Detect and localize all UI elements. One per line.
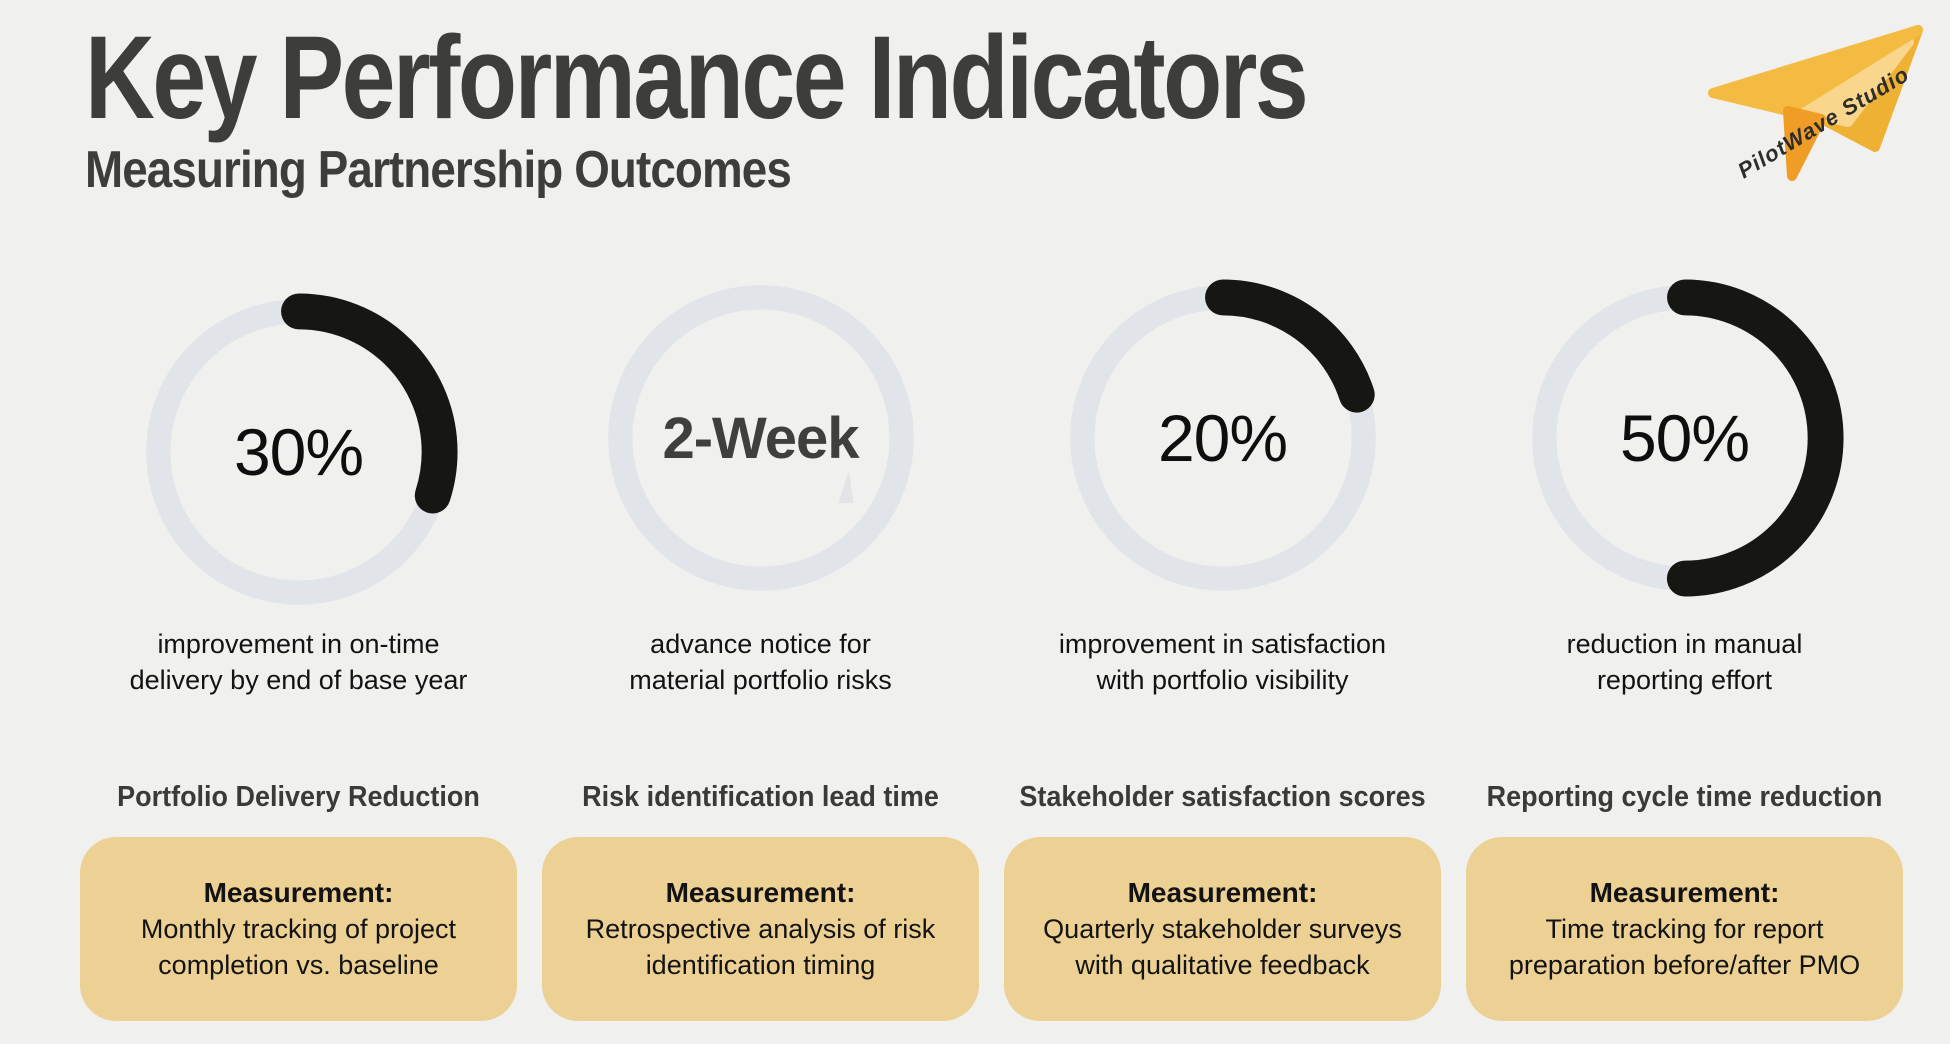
kpi-ring: 2-Week [601,278,921,598]
page-title: Key Performance Indicators [85,12,1309,144]
paper-plane-icon [1708,25,1923,181]
kpi-description: advance notice for material portfolio ri… [629,629,892,695]
header: Key Performance Indicators Measuring Par… [85,12,1574,200]
kpi-label: Risk identification lead time [582,781,939,813]
measurement-text: Monthly tracking of project completion v… [140,914,457,980]
brand-logo: PilotWave Studio [1688,8,1938,218]
kpi-columns: 30% improvement in on-time delivery by e… [80,0,1928,1044]
measurement-heading: Measurement: [665,877,856,909]
measurement-text: Time tracking for report preparation bef… [1508,914,1861,980]
kpi-label: Stakeholder satisfaction scores [1019,781,1426,813]
measurement-text: Retrospective analysis of risk identific… [585,914,936,980]
measurement-heading: Measurement: [203,877,394,909]
kpi-label: Portfolio Delivery Reduction [117,781,480,813]
page-subtitle: Measuring Partnership Outcomes [85,141,792,200]
kpi-column-reporting: 50% reduction in manual reporting effort… [1466,0,1903,1044]
kpi-description: reduction in manual reporting effort [1566,629,1803,695]
progress-ring-icon [607,285,914,591]
measurement-heading: Measurement: [1127,877,1318,909]
kpi-column-risk: 2-Week advance notice for material portf… [542,0,979,1044]
measurement-text: Quarterly stakeholder surveys with quali… [1043,914,1402,980]
progress-ring-icon [139,293,458,611]
measurement-card: Measurement: Time tracking for report pr… [1466,837,1903,1021]
measurement-card: Measurement: Quarterly stakeholder surve… [1004,837,1441,1021]
progress-ring-icon [1063,279,1382,597]
kpi-value: 50% [1619,401,1750,475]
measurement-heading: Measurement: [1589,877,1780,909]
kpi-ring: 30% [139,292,459,612]
progress-ring-icon [1525,279,1844,597]
measurement-card: Measurement: Monthly tracking of project… [80,837,517,1021]
kpi-description: improvement in on-time delivery by end o… [129,629,468,695]
kpi-value: 2-Week [662,405,859,471]
kpi-column-satisfaction: 20% improvement in satisfaction with por… [1004,0,1441,1044]
kpi-column-delivery: 30% improvement in on-time delivery by e… [80,0,517,1044]
kpi-label: Reporting cycle time reduction [1486,781,1883,813]
kpi-value: 20% [1157,401,1288,475]
kpi-description: improvement in satisfaction with portfol… [1058,629,1387,695]
kpi-ring: 50% [1525,278,1845,598]
kpi-value: 30% [233,415,364,489]
measurement-card: Measurement: Retrospective analysis of r… [542,837,979,1021]
kpi-ring: 20% [1063,278,1383,598]
